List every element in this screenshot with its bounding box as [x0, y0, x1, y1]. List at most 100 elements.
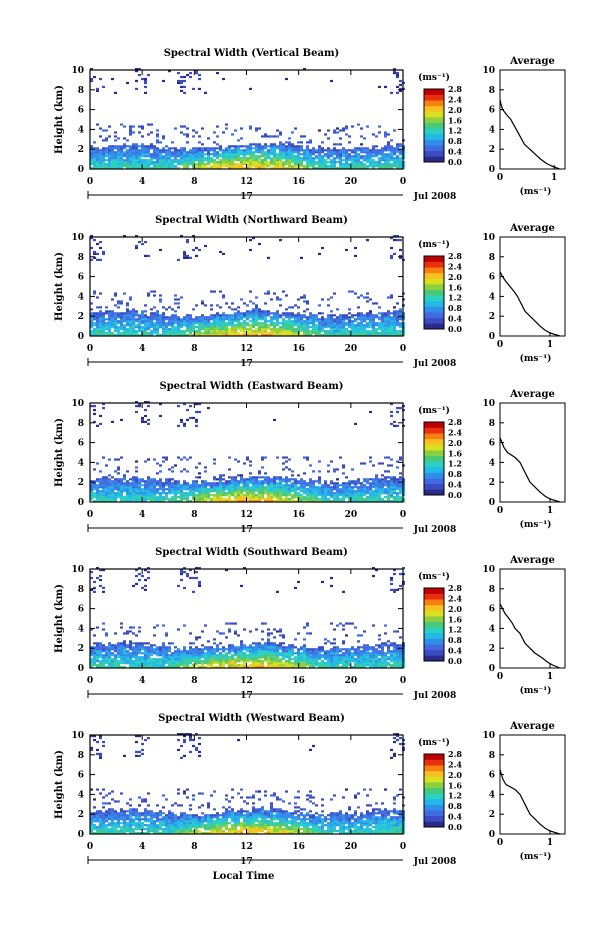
heatmap-cell [138, 167, 141, 170]
heatmap-cell [351, 151, 354, 154]
heatmap-cell [255, 145, 258, 148]
y-tick-label: 10 [71, 233, 84, 243]
heatmap-cell [198, 498, 201, 501]
heatmap-cell [216, 157, 219, 160]
heatmap-cell [171, 490, 174, 493]
heatmap-cell [222, 294, 225, 297]
heatmap-cell [258, 492, 261, 495]
heatmap-cell [246, 159, 249, 162]
heatmap-cell [150, 312, 153, 315]
heatmap-cell [183, 322, 186, 325]
heatmap-cell [207, 652, 210, 655]
heatmap-cell [276, 484, 279, 487]
heatmap-cell [204, 328, 207, 331]
heatmap-cell [285, 77, 288, 81]
heatmap-cell [207, 153, 210, 156]
heatmap-cell [225, 157, 228, 160]
heatmap-cell [129, 494, 132, 497]
heatmap-cell [147, 646, 150, 649]
heatmap-cell [99, 482, 102, 485]
heatmap-cell [222, 153, 225, 156]
heatmap-cell [369, 486, 372, 489]
heatmap-cell [369, 332, 372, 335]
heatmap-cell [369, 490, 372, 493]
heatmap-cell [171, 466, 174, 469]
heatmap-cell [243, 145, 246, 148]
heatmap-cell [234, 646, 237, 649]
heatmap-cell [180, 157, 183, 160]
heatmap-cell [267, 135, 270, 138]
heatmap-cell [270, 298, 273, 301]
heatmap-cell [216, 662, 219, 665]
heatmap-cell [246, 328, 249, 331]
heatmap-cell [387, 476, 390, 479]
heatmap-cell [135, 79, 138, 83]
heatmap-cell [171, 656, 174, 659]
heatmap-cell [162, 648, 165, 651]
heatmap-cell [135, 634, 138, 637]
heatmap-cell [204, 91, 207, 94]
heatmap-cell [381, 149, 384, 152]
heatmap-cell [249, 656, 252, 659]
heatmap-cell [342, 486, 345, 489]
heatmap-cell [291, 151, 294, 154]
heatmap-cell [267, 292, 270, 295]
heatmap-cell [288, 167, 291, 170]
heatmap-cell [246, 157, 249, 160]
heatmap-cell [231, 314, 234, 317]
heatmap-cell [123, 644, 126, 647]
heatmap-cell [324, 492, 327, 495]
heatmap-cell [279, 304, 282, 307]
heatmap-cell [351, 290, 354, 293]
colorbar-swatch [424, 94, 444, 101]
heatmap-cell [147, 498, 150, 501]
heatmap-cell [228, 650, 231, 653]
heatmap-cell [180, 572, 183, 576]
x-tick-label: 0 [87, 510, 93, 520]
heatmap-cell [321, 151, 324, 154]
heatmap-cell [228, 628, 231, 631]
heatmap-cell [114, 304, 117, 307]
heatmap-cell [114, 498, 117, 501]
heatmap-cell [372, 318, 375, 321]
heatmap-cell [336, 484, 339, 487]
heatmap-cell [396, 157, 399, 160]
heatmap-cell [102, 656, 105, 659]
heatmap-cell [342, 500, 345, 503]
heatmap-cell [258, 486, 261, 489]
heatmap-cell [93, 238, 96, 242]
heatmap-cell [135, 161, 138, 164]
heatmap-cell [144, 145, 147, 148]
heatmap-cell [378, 332, 381, 335]
heatmap-cell [270, 660, 273, 663]
heatmap-cell [336, 328, 339, 331]
heatmap-cell [354, 167, 357, 170]
heatmap-cell [216, 314, 219, 317]
heatmap-cell [264, 656, 267, 659]
heatmap-cell [177, 302, 180, 305]
heatmap-cell [384, 484, 387, 487]
heatmap-cell [300, 141, 303, 144]
heatmap-cell [195, 466, 198, 469]
heatmap-cell [273, 478, 276, 481]
heatmap-cell [369, 488, 372, 491]
heatmap-cell [93, 252, 96, 256]
heatmap-cell [396, 159, 399, 162]
heatmap-cell [303, 68, 306, 71]
heatmap-cell [372, 161, 375, 164]
heatmap-cell [282, 498, 285, 501]
heatmap-cell [141, 574, 144, 578]
heatmap-cell [102, 590, 105, 593]
heatmap-cell [318, 326, 321, 329]
heatmap-cell [135, 652, 138, 655]
heatmap-cell [219, 494, 222, 497]
heatmap-cell [252, 155, 255, 158]
heatmap-cell [192, 322, 195, 325]
heatmap-cell [126, 632, 129, 635]
heatmap-cell [387, 159, 390, 162]
heatmap-cell [180, 79, 183, 83]
heatmap-cell [180, 131, 183, 134]
heatmap-cell [198, 652, 201, 655]
heatmap-cell [303, 155, 306, 158]
